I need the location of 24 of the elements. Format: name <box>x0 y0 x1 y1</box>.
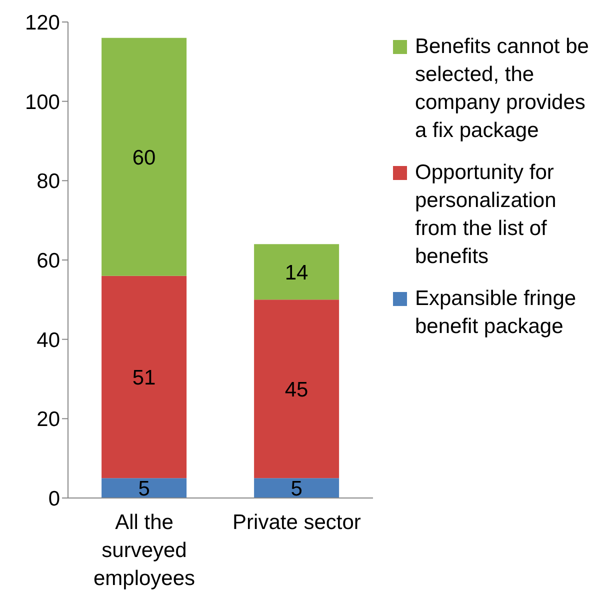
legend-label: Opportunity for personalization from the list of benefits <box>415 160 558 270</box>
legend-label: Benefits cannot be selected, the company provides a fix package <box>415 34 590 144</box>
bar <box>254 244 340 300</box>
y-tick-label: 120 <box>24 11 60 34</box>
x-tick-label: Private sector <box>232 510 361 534</box>
data-label: 45 <box>284 378 308 402</box>
bar <box>102 276 187 478</box>
data-label: 51 <box>132 366 156 390</box>
data-label: 5 <box>138 478 150 501</box>
y-tick-label: 0 <box>48 487 60 510</box>
y-tick-label: 60 <box>36 249 60 272</box>
bar <box>254 300 340 478</box>
data-label: 14 <box>284 261 309 284</box>
data-label: 60 <box>132 146 156 170</box>
bar <box>102 38 187 276</box>
y-tick-label: 80 <box>36 170 60 194</box>
y-tick-label: 20 <box>36 408 60 432</box>
data-label: 5 <box>290 478 302 501</box>
x-tick-label: All the surveyed employees <box>93 510 196 590</box>
bar <box>254 478 340 498</box>
y-tick-label: 40 <box>36 328 60 352</box>
y-tick-label: 100 <box>24 90 60 114</box>
bar <box>102 478 187 498</box>
legend-label: Expansible fringe benefit package <box>415 286 578 340</box>
